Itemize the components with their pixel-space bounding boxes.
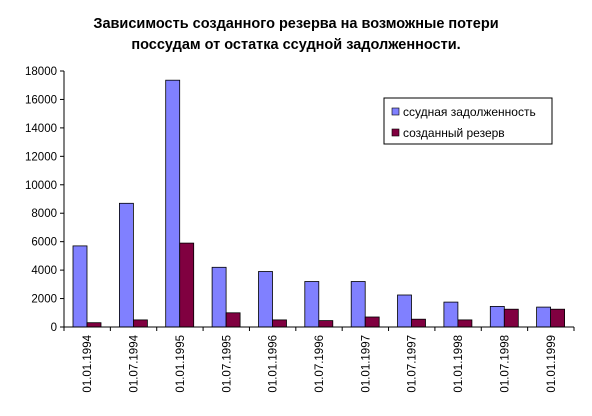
bar-s1-10 <box>550 308 565 328</box>
bar-s0-7 <box>397 294 412 328</box>
y-tick-label-5: 10000 <box>25 180 57 192</box>
bar-s1-0 <box>86 322 102 328</box>
bar-s0-1 <box>119 202 134 328</box>
bar-s0-3 <box>211 266 227 328</box>
bar-s0-4 <box>258 271 273 328</box>
bar-s0-8 <box>443 301 459 328</box>
y-tick-label-7: 14000 <box>25 123 57 135</box>
legend-swatch-ssudnaya <box>391 107 400 116</box>
legend-box <box>383 97 553 145</box>
y-tick-label-6: 12000 <box>25 151 57 163</box>
x-category-label-8: 01.01.1998 <box>453 335 465 393</box>
bar-s1-4 <box>272 319 287 328</box>
y-tick-label-2: 4000 <box>31 265 57 277</box>
chart-title: Зависимость созданного резерва на возмож… <box>0 14 592 56</box>
bar-s1-8 <box>457 319 473 328</box>
y-tick-label-8: 16000 <box>25 94 57 106</box>
y-tick-label-9: 18000 <box>25 66 57 78</box>
bar-s1-6 <box>364 316 380 328</box>
bar-s0-9 <box>489 305 505 328</box>
axes-group: 0 2000 4000 6000 8000 10000 12000 14000 16000 180… <box>25 66 575 393</box>
bar-s1-7 <box>411 318 426 328</box>
y-tick-label-4: 8000 <box>31 208 57 220</box>
chart-title-line-1: Зависимость созданного резерва на возмож… <box>93 16 499 32</box>
bars-group <box>72 79 565 328</box>
bar-s1-5 <box>318 320 334 328</box>
x-category-label-1: 01.07.1994 <box>129 334 141 392</box>
legend: ссудная задолженность созданный резерв <box>383 97 553 145</box>
x-category-label-7: 01.07.1997 <box>407 335 419 393</box>
bar-s1-3 <box>225 312 241 328</box>
x-category-label-10: 01.01.1999 <box>546 335 558 393</box>
bar-s1-9 <box>503 308 519 328</box>
bar-s0-2 <box>165 79 181 328</box>
x-category-label-2: 01.01.1995 <box>175 335 187 393</box>
bar-s1-2 <box>179 242 195 328</box>
x-category-label-4: 01.01.1996 <box>268 335 280 393</box>
x-category-label-6: 01.01.1997 <box>360 335 372 393</box>
legend-label-ssudnaya: ссудная задолженность <box>403 105 536 119</box>
bar-s1-1 <box>132 319 148 328</box>
x-category-label-0: 01.01.1994 <box>82 334 94 392</box>
bar-s0-10 <box>536 306 551 328</box>
x-category-label-5: 01.07.1996 <box>314 335 326 393</box>
y-tick-label-3: 6000 <box>31 237 57 249</box>
chart-title-line-2: поссудам от остатка ссудной задолженност… <box>131 37 461 53</box>
x-category-label-3: 01.07.1995 <box>221 335 233 393</box>
bar-s0-0 <box>72 245 88 328</box>
y-tick-label-1: 2000 <box>31 294 57 306</box>
bar-s0-5 <box>304 281 320 328</box>
legend-label-reserv: созданный резерв <box>403 126 505 140</box>
y-tick-label-0: 0 <box>51 322 57 334</box>
bar-s0-6 <box>350 281 366 328</box>
legend-swatch-reserv <box>391 128 400 137</box>
x-category-label-9: 01.07.1998 <box>499 335 511 393</box>
